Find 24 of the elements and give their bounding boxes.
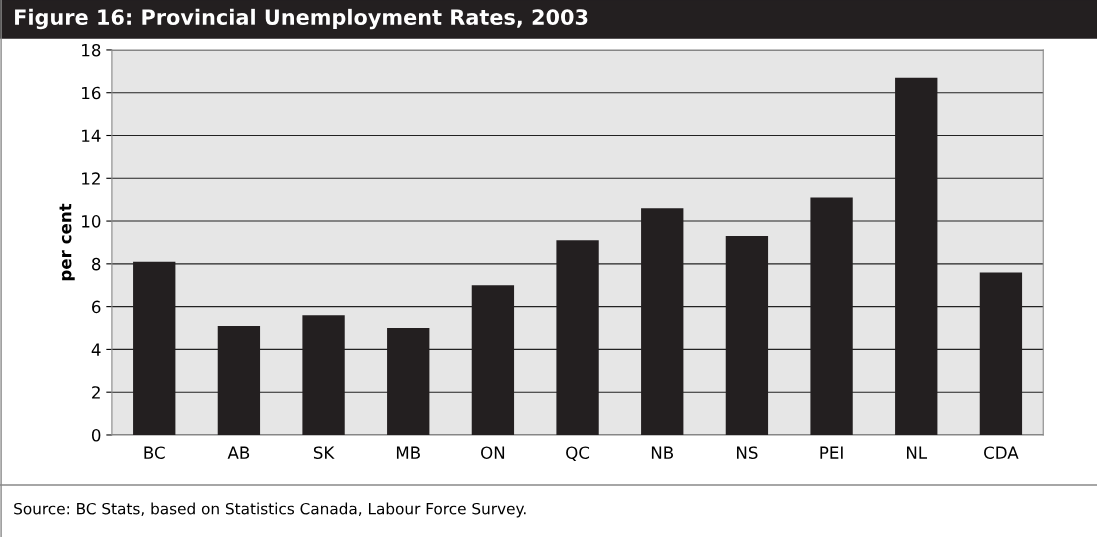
y-tick-label: 16 <box>82 86 101 100</box>
x-tick-label: NL <box>907 446 928 459</box>
y-tick-label: 10 <box>82 215 101 228</box>
chart-title: Figure 16: Provincial Unemployment Rates, 2003 <box>15 8 588 30</box>
source-note: Source: BC Stats, based on Statistics Canada, Labour Force Survey. <box>14 502 526 518</box>
y-tick-label: 2 <box>92 386 100 399</box>
y-tick-label: 0 <box>91 428 101 442</box>
x-tick-label: PEI <box>820 446 843 459</box>
y-tick-label: 4 <box>91 343 101 356</box>
x-tick-label: AB <box>227 446 250 459</box>
y-tick-label: 18 <box>82 43 101 57</box>
y-tick-label: 14 <box>82 129 101 142</box>
x-tick-label: NS <box>737 446 758 459</box>
y-tick-label: 6 <box>92 300 101 314</box>
x-tick-label: MB <box>396 446 420 459</box>
x-tick-label: BC <box>144 446 165 459</box>
y-axis-title: per cent <box>59 203 75 281</box>
y-tick-label: 12 <box>82 172 100 185</box>
x-tick-label: CDA <box>984 446 1019 459</box>
y-tick-label: 8 <box>92 257 101 271</box>
x-tick-label: SK <box>313 446 335 459</box>
x-tick-label: ON <box>481 446 505 459</box>
x-tick-label: QC <box>566 446 590 461</box>
x-tick-label: NB <box>651 446 674 459</box>
